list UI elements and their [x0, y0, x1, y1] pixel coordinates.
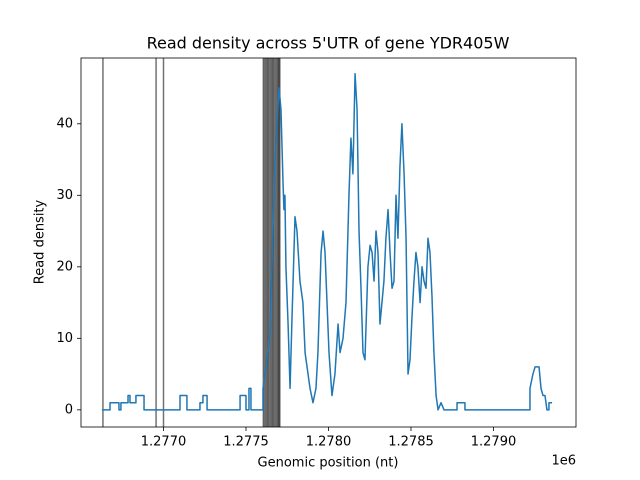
x-tick-label: 1.2785	[388, 435, 434, 450]
x-tick-label: 1.2790	[471, 435, 517, 450]
y-tick-label: 10	[56, 331, 73, 346]
y-tick-label: 0	[65, 402, 73, 417]
x-tick-label: 1.2780	[306, 435, 352, 450]
y-axis-label: Read density	[33, 199, 48, 284]
x-offset-text: 1e6	[551, 454, 576, 469]
y-tick-label: 40	[56, 116, 73, 131]
plot-frame	[80, 57, 577, 428]
x-tick-label: 1.2770	[141, 435, 187, 450]
y-tick-label: 30	[56, 188, 73, 203]
chart-title: Read density across 5'UTR of gene YDR405…	[147, 34, 510, 53]
x-axis-label: Genomic position (nt)	[258, 456, 399, 471]
y-tick-label: 20	[56, 259, 73, 274]
x-tick-label: 1.2775	[223, 435, 269, 450]
data-line	[101, 72, 553, 411]
